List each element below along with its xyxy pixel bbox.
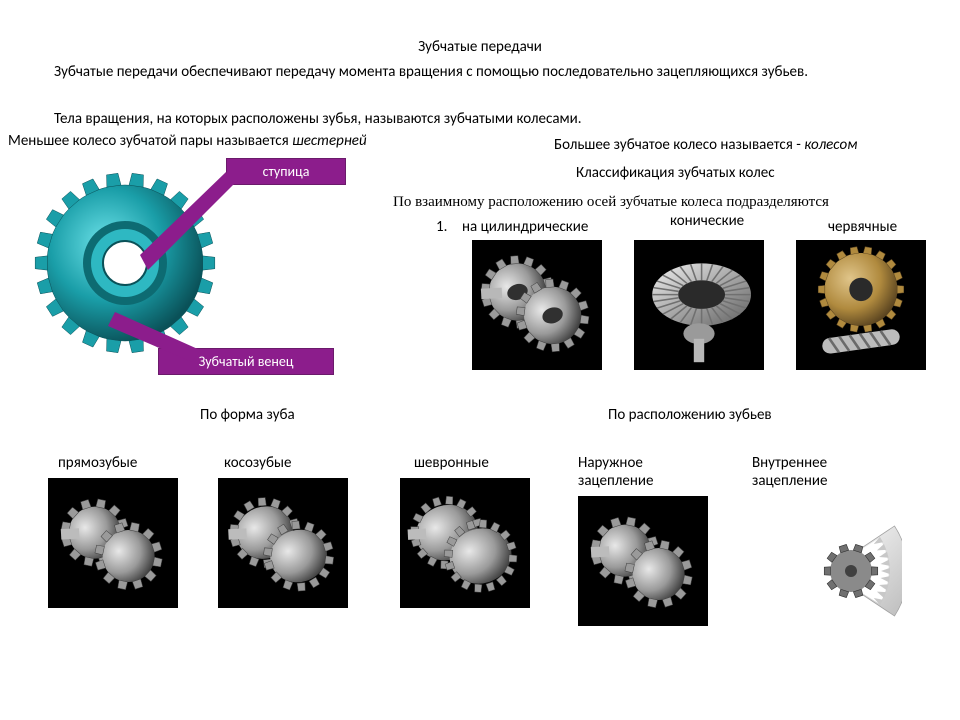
annotated-gear-diagram	[25, 158, 225, 378]
axes-list-number: 1.	[436, 218, 447, 236]
large-gear-definition: Большее зубчатое колесо называется - кол…	[554, 136, 857, 154]
tile-cylindrical-gears	[472, 240, 602, 370]
page-title: Зубчатые передачи	[0, 38, 960, 56]
small-gear-prefix: Меньшее колесо зубчатой пары называется	[8, 132, 292, 150]
label-external: Наружное зацепление	[578, 454, 698, 490]
label-spur: прямозубые	[58, 454, 137, 472]
tile-conical-gears	[634, 240, 764, 370]
intro-paragraph-1: Зубчатые передачи обеспечивают передачу …	[54, 62, 874, 82]
small-gear-term: шестерней	[292, 132, 367, 150]
callout-ring-label: Зубчатый венец	[158, 348, 334, 375]
small-gear-definition: Меньшее колесо зубчатой пары называется …	[8, 132, 367, 150]
label-cylindrical: на цилиндрические	[462, 218, 588, 236]
label-herringbone: шевронные	[414, 454, 489, 472]
tile-worm-gears	[796, 240, 926, 370]
callout-hub-label: ступица	[226, 158, 346, 185]
label-worm: червячные	[828, 218, 897, 236]
tile-spur-gears	[48, 478, 178, 608]
tooth-form-heading: По форма зуба	[200, 406, 295, 424]
large-gear-prefix: Большее зубчатое колесо называется -	[554, 136, 804, 154]
label-conical: конические	[670, 212, 744, 230]
tile-external-mesh	[578, 496, 708, 626]
tile-internal-mesh	[752, 496, 902, 646]
label-internal: Внутреннее зацепление	[752, 454, 872, 490]
tile-helical-gears	[218, 478, 348, 608]
axes-heading: По взаимному расположению осей зубчатые …	[393, 194, 829, 211]
classification-heading: Классификация зубчатых колес	[576, 164, 775, 182]
intro-paragraph-2: Тела вращения, на которых расположены зу…	[54, 110, 874, 128]
large-gear-term: колесом	[804, 136, 857, 154]
tooth-position-heading: По расположению зубьев	[608, 406, 772, 424]
tile-herringbone-gears	[400, 478, 530, 608]
label-helical: косозубые	[224, 454, 291, 472]
